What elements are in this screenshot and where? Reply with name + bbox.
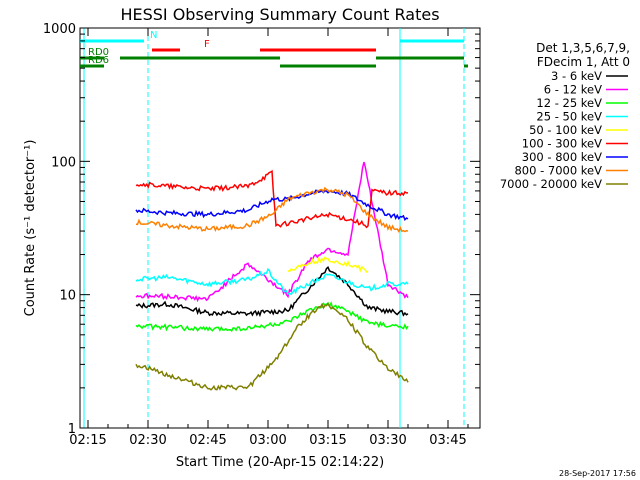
series-group bbox=[135, 161, 409, 391]
plot-frame bbox=[79, 27, 481, 429]
plot-area bbox=[79, 27, 481, 429]
x-tick-label-02-15: 02:15 bbox=[69, 433, 106, 448]
flag-label-rd0: RD0 bbox=[88, 47, 109, 58]
footer-timestamp: 28-Sep-2017 17:56 bbox=[559, 469, 636, 478]
series-line-12-25-kev bbox=[135, 301, 409, 333]
legend-label-300-800-kev: 300 - 800 keV bbox=[522, 150, 602, 164]
x-tick-label-02-45: 02:45 bbox=[189, 433, 226, 448]
series-line-3-6-kev bbox=[135, 266, 409, 318]
legend-label-800-7000-kev: 800 - 7000 keV bbox=[514, 164, 602, 178]
x-axis-ticks: 02:15 02:30 02:45 03:00 03:15 03:30 03:45 bbox=[69, 28, 469, 448]
flag-label-n: N bbox=[150, 30, 157, 41]
series-line-7000-20000-kev bbox=[135, 302, 409, 391]
legend-header-0: Det 1,3,5,6,7,9, bbox=[536, 41, 630, 55]
series-line-100-300-kev bbox=[135, 169, 408, 229]
legend-label-7000-20000-kev: 7000 - 20000 keV bbox=[500, 177, 602, 191]
flag-label-rd6: RD6 bbox=[88, 55, 109, 66]
series-line-6-12-kev bbox=[135, 161, 409, 303]
x-tick-label-03-00: 03:00 bbox=[249, 433, 286, 448]
series-line-25-50-kev bbox=[135, 267, 409, 296]
series-line-50-100-kev bbox=[287, 256, 369, 273]
series-line-800-7000-kev bbox=[135, 186, 409, 234]
y-tick-label-10: 10 bbox=[59, 289, 76, 304]
legend-label-50-100-kev: 50 - 100 keV bbox=[529, 123, 602, 137]
legend-header-1: FDecim 1, Att 0 bbox=[537, 55, 630, 69]
y-axis-ticks: 1 10 100 1000 bbox=[43, 22, 480, 437]
legend-label-25-50-kev: 25 - 50 keV bbox=[536, 110, 602, 124]
legend-label-6-12-kev: 6 - 12 keV bbox=[544, 83, 602, 97]
legend: Det 1,3,5,6,7,9,FDecim 1, Att 03 - 6 keV… bbox=[500, 41, 630, 191]
y-tick-label-1000: 1000 bbox=[43, 22, 76, 37]
x-tick-label-03-15: 03:15 bbox=[309, 433, 346, 448]
x-axis-label: Start Time (20-Apr-15 02:14:22) bbox=[176, 455, 384, 470]
x-tick-label-02-30: 02:30 bbox=[129, 433, 166, 448]
y-tick-label-1: 1 bbox=[68, 422, 76, 437]
legend-label-12-25-kev: 12 - 25 keV bbox=[536, 96, 602, 110]
y-tick-label-100: 100 bbox=[51, 155, 76, 170]
x-tick-label-03-30: 03:30 bbox=[369, 433, 406, 448]
legend-label-100-300-kev: 100 - 300 keV bbox=[522, 137, 602, 151]
series-line-300-800-kev bbox=[135, 189, 409, 222]
x-tick-label-03-45: 03:45 bbox=[429, 433, 466, 448]
legend-label-3-6-kev: 3 - 6 keV bbox=[551, 69, 602, 83]
chart-title: HESSI Observing Summary Count Rates bbox=[120, 5, 439, 24]
y-axis-label: Count Rate (s⁻¹ detector⁻¹) bbox=[23, 140, 38, 317]
flag-label-f: F bbox=[204, 39, 210, 50]
